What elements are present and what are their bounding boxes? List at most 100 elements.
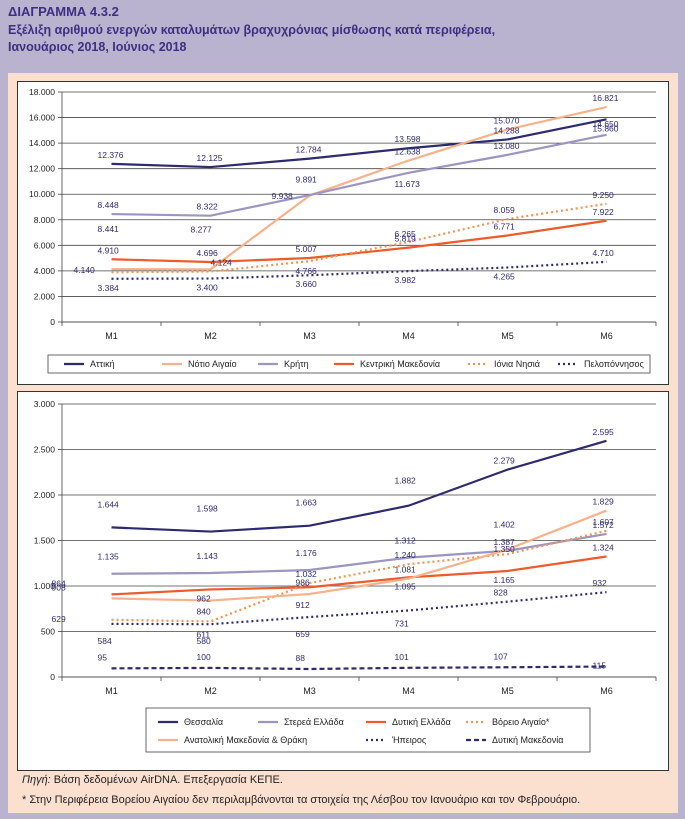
data-label: 13.080: [494, 141, 520, 151]
x-tick-label: M6: [600, 331, 613, 341]
y-tick-label: 14.000: [29, 138, 55, 148]
data-label: 1.240: [395, 550, 417, 560]
y-tick-label: 8.000: [34, 215, 56, 225]
data-label: 12.376: [98, 150, 124, 160]
data-label: 1.312: [395, 536, 417, 546]
data-label: 3.400: [197, 283, 219, 293]
series-line: [111, 133, 607, 217]
data-label: 1.829: [593, 497, 615, 507]
data-label: 15.070: [494, 115, 520, 125]
data-label: 908: [52, 582, 66, 592]
data-label: 864: [52, 578, 66, 588]
y-tick-label: 0: [50, 317, 55, 327]
legend-label: Θεσσαλία: [184, 717, 223, 727]
data-label: 912: [296, 600, 310, 610]
data-label: 1.350: [494, 544, 516, 554]
legend-label: Αττική: [90, 359, 115, 369]
legend-label: Πελοπόννησος: [584, 359, 645, 369]
data-label: 3.982: [395, 275, 417, 285]
data-label: 2.279: [494, 456, 516, 466]
data-label: 986: [296, 577, 310, 587]
x-tick-label: M2: [204, 686, 217, 696]
x-tick-label: M1: [105, 686, 118, 696]
series-line: [111, 439, 607, 533]
data-label: 1.135: [98, 552, 120, 562]
data-label: 584: [98, 636, 112, 646]
data-label: 4.696: [197, 248, 219, 258]
x-tick-label: M4: [402, 331, 415, 341]
source-note: Πηγή: Βάση δεδομένων AirDNA. Επεξεργασία…: [22, 774, 672, 786]
data-label: 11.673: [395, 179, 421, 189]
figure-subtitle-line1: Εξέλιξη αριθμού ενεργών καταλυμάτων βραχ…: [8, 23, 496, 37]
data-label: 4.766: [296, 266, 318, 276]
chart-top: 0 2.000 4.000 6.000 8.000 10.000 12.000 14.000 1…: [17, 81, 669, 385]
data-label: 4.124: [211, 257, 233, 267]
data-label: 1.402: [494, 519, 516, 529]
data-label: 2.595: [593, 427, 615, 437]
data-label: 5.819: [395, 234, 417, 244]
data-label: 8.059: [494, 205, 516, 215]
y-tick-label: 500: [41, 627, 55, 637]
series-line: [111, 555, 607, 596]
data-label: 9.891: [296, 175, 318, 185]
chart-top-svg: 0 2.000 4.000 6.000 8.000 10.000 12.000 14.000 1…: [29, 87, 657, 374]
data-label: 9.250: [593, 190, 615, 200]
x-tick-label: M1: [105, 331, 118, 341]
data-label: 1.607: [593, 517, 615, 527]
data-label: 14.650: [593, 119, 619, 129]
y-tick-label: 1.000: [34, 581, 56, 591]
legend-label: Νότιο Αιγαίο: [188, 359, 237, 369]
data-label: 1.095: [395, 581, 417, 591]
data-label: 4.140: [74, 265, 96, 275]
data-label: 7.922: [593, 207, 615, 217]
x-tick-label: M6: [600, 686, 613, 696]
series-line: [111, 509, 607, 602]
y-tick-label: 2.500: [34, 445, 56, 455]
data-label: 100: [197, 652, 211, 662]
data-label: 962: [197, 593, 211, 603]
legend-label: Δυτική Μακεδονία: [492, 735, 563, 745]
data-label: 1.644: [98, 499, 120, 509]
data-label: 1.176: [296, 548, 318, 558]
y-tick-label: 2.000: [34, 490, 56, 500]
data-label: 1.572: [593, 520, 615, 530]
series-line: [111, 219, 607, 264]
data-label: 107: [494, 651, 508, 661]
data-label: 659: [296, 629, 310, 639]
data-label: 1.032: [296, 569, 318, 579]
data-label: 1.663: [296, 498, 318, 508]
data-label: 88: [296, 653, 306, 663]
series-line: [111, 529, 607, 623]
data-label: 12.125: [197, 153, 223, 163]
y-tick-label: 1.500: [34, 536, 56, 546]
data-label: 4.910: [98, 245, 120, 255]
data-label: 580: [197, 636, 211, 646]
series-line: [111, 105, 607, 271]
y-tick-label: 18.000: [29, 87, 55, 97]
data-label: 1.143: [197, 551, 219, 561]
data-label: 1.598: [197, 504, 219, 514]
figure-title: ΔΙΑΓΡΑΜΜΑ 4.3.2: [8, 4, 119, 19]
x-tick-label: M3: [303, 686, 316, 696]
y-tick-label: 2.000: [34, 291, 56, 301]
data-label: 115: [593, 661, 607, 671]
series-line: [111, 118, 607, 169]
y-tick-label: 4.000: [34, 266, 56, 276]
y-tick-label: 0: [50, 672, 55, 682]
series-line: [111, 532, 607, 575]
legend-label: Ιόνια Νησιά: [494, 359, 540, 369]
data-label: 14.288: [494, 125, 520, 135]
legend-label: Κεντρική Μακεδονία: [360, 359, 440, 369]
data-label: 1.165: [494, 575, 516, 585]
source-label: Πηγή:: [22, 774, 51, 786]
data-label: 629: [52, 614, 66, 624]
series-line: [111, 665, 607, 671]
y-tick-label: 3.000: [34, 399, 56, 409]
data-label: 16.821: [593, 93, 619, 103]
data-label: 3.384: [98, 283, 120, 293]
footnote: * Στην Περιφέρεια Βορείου Αιγαίου δεν πε…: [22, 794, 581, 806]
data-label: 13.598: [395, 134, 421, 144]
legend-label: Δυτική Ελλάδα: [392, 717, 451, 727]
footer: Πηγή: Βάση δεδομένων AirDNA. Επεξεργασία…: [22, 774, 672, 806]
legend-label: Βόρειο Αιγαίο*: [492, 717, 550, 727]
